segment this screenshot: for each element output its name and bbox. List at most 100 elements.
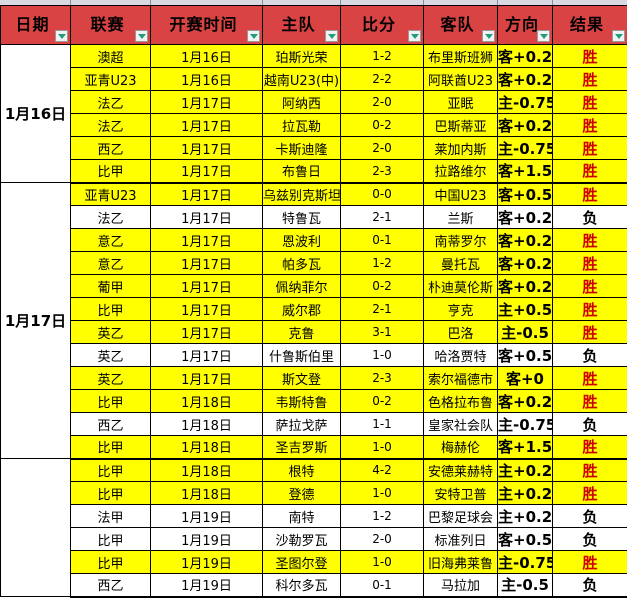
league-cell[interactable]: 比甲 [71,390,151,413]
score-cell[interactable]: 2-3 [341,160,424,183]
column-header-kickoff[interactable]: 开赛时间 [151,6,263,45]
league-cell[interactable]: 英乙 [71,367,151,390]
kickoff-cell[interactable]: 1月18日 [151,482,263,505]
filter-dropdown-icon[interactable] [135,30,148,42]
direction-cell[interactable]: 主-0.75 [498,551,553,574]
league-cell[interactable]: 西乙 [71,137,151,160]
away-team-cell[interactable]: 莱加内斯 [424,137,498,160]
kickoff-cell[interactable]: 1月17日 [151,160,263,183]
filter-dropdown-icon[interactable] [408,30,421,42]
result-cell[interactable]: 胜 [553,275,627,298]
score-cell[interactable]: 0-1 [341,574,424,597]
away-team-cell[interactable]: 兰斯 [424,206,498,229]
date-group-cell[interactable]: 1月17日 [1,183,71,459]
score-cell[interactable]: 0-2 [341,390,424,413]
league-cell[interactable]: 法甲 [71,505,151,528]
away-team-cell[interactable]: 拉路维尔 [424,160,498,183]
home-team-cell[interactable]: 乌兹别克斯坦 [263,183,341,206]
away-team-cell[interactable]: 亚眠 [424,91,498,114]
result-cell[interactable]: 负 [553,505,627,528]
home-team-cell[interactable]: 布鲁日 [263,160,341,183]
home-team-cell[interactable]: 特鲁瓦 [263,206,341,229]
direction-cell[interactable]: 客+1.5 [498,160,553,183]
league-cell[interactable]: 比甲 [71,160,151,183]
away-team-cell[interactable]: 旧海弗莱鲁 [424,551,498,574]
away-team-cell[interactable]: 曼托瓦 [424,252,498,275]
score-cell[interactable]: 1-2 [341,252,424,275]
result-cell[interactable]: 胜 [553,91,627,114]
kickoff-cell[interactable]: 1月19日 [151,551,263,574]
result-cell[interactable]: 胜 [553,137,627,160]
direction-cell[interactable]: 主-0.75 [498,413,553,436]
away-team-cell[interactable]: 安特卫普 [424,482,498,505]
direction-cell[interactable]: 主+0.5 [498,298,553,321]
away-team-cell[interactable]: 索尔福德市 [424,367,498,390]
result-cell[interactable]: 胜 [553,252,627,275]
home-team-cell[interactable]: 越南U23(中) [263,68,341,91]
result-cell[interactable]: 胜 [553,482,627,505]
result-cell[interactable]: 胜 [553,183,627,206]
result-cell[interactable]: 胜 [553,298,627,321]
league-cell[interactable]: 比甲 [71,459,151,482]
score-cell[interactable]: 0-0 [341,183,424,206]
kickoff-cell[interactable]: 1月19日 [151,505,263,528]
score-cell[interactable]: 3-1 [341,321,424,344]
score-cell[interactable]: 4-2 [341,459,424,482]
home-team-cell[interactable]: 圣图尔登 [263,551,341,574]
direction-cell[interactable]: 主-0.75 [498,137,553,160]
kickoff-cell[interactable]: 1月17日 [151,275,263,298]
away-team-cell[interactable]: 南蒂罗尔 [424,229,498,252]
away-team-cell[interactable]: 巴斯蒂亚 [424,114,498,137]
direction-cell[interactable]: 客+0.25 [498,45,553,68]
league-cell[interactable]: 法乙 [71,91,151,114]
result-cell[interactable]: 胜 [553,367,627,390]
score-cell[interactable]: 2-1 [341,298,424,321]
away-team-cell[interactable]: 标准列日 [424,528,498,551]
date-group-cell[interactable]: 1月16日 [1,45,71,183]
score-cell[interactable]: 2-0 [341,137,424,160]
kickoff-cell[interactable]: 1月16日 [151,68,263,91]
direction-cell[interactable]: 客+0.25 [498,114,553,137]
result-cell[interactable]: 负 [553,206,627,229]
result-cell[interactable]: 负 [553,344,627,367]
direction-cell[interactable]: 主+0.25 [498,459,553,482]
score-cell[interactable]: 2-1 [341,206,424,229]
direction-cell[interactable]: 客+0.25 [498,229,553,252]
direction-cell[interactable]: 客+0.5 [498,183,553,206]
score-cell[interactable]: 1-2 [341,45,424,68]
score-cell[interactable]: 0-2 [341,275,424,298]
away-team-cell[interactable]: 亨克 [424,298,498,321]
kickoff-cell[interactable]: 1月19日 [151,574,263,597]
league-cell[interactable]: 亚青U23 [71,183,151,206]
league-cell[interactable]: 意乙 [71,229,151,252]
result-cell[interactable]: 胜 [553,390,627,413]
league-cell[interactable]: 比甲 [71,528,151,551]
kickoff-cell[interactable]: 1月16日 [151,45,263,68]
column-header-direction[interactable]: 方向 [498,6,553,45]
score-cell[interactable]: 1-1 [341,413,424,436]
result-cell[interactable]: 胜 [553,45,627,68]
result-cell[interactable]: 负 [553,574,627,597]
league-cell[interactable]: 澳超 [71,45,151,68]
home-team-cell[interactable]: 韦斯特鲁 [263,390,341,413]
date-group-cell[interactable] [1,459,71,597]
kickoff-cell[interactable]: 1月17日 [151,183,263,206]
league-cell[interactable]: 法乙 [71,206,151,229]
result-cell[interactable]: 胜 [553,68,627,91]
league-cell[interactable]: 西乙 [71,574,151,597]
score-cell[interactable]: 1-0 [341,344,424,367]
league-cell[interactable]: 亚青U23 [71,68,151,91]
kickoff-cell[interactable]: 1月17日 [151,321,263,344]
